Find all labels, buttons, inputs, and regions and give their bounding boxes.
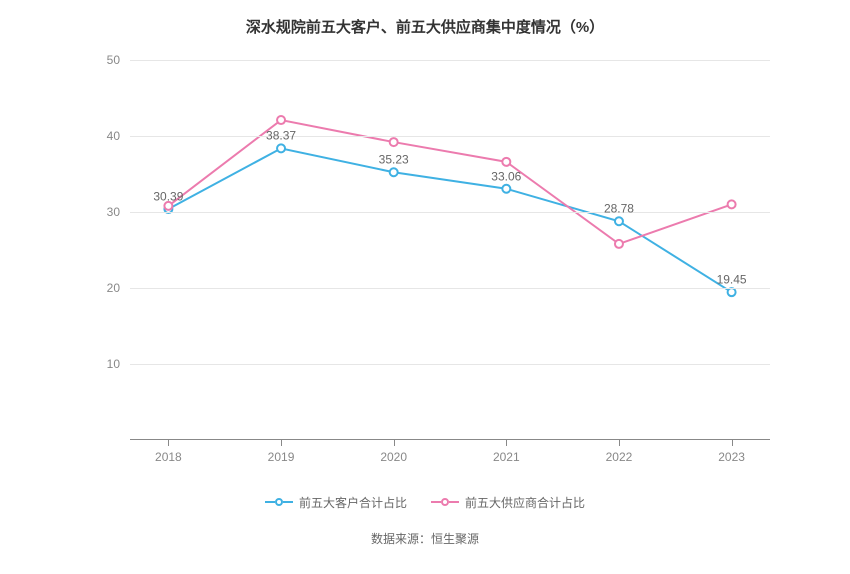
data-point: [502, 158, 510, 166]
data-label: 19.45: [717, 273, 747, 287]
x-tick: [506, 440, 507, 446]
x-axis-label: 2023: [718, 450, 745, 464]
legend: 前五大客户合计占比 前五大供应商合计占比: [0, 492, 850, 511]
x-axis-label: 2018: [155, 450, 182, 464]
x-axis-label: 2020: [380, 450, 407, 464]
grid-line: [130, 136, 770, 137]
x-axis-label: 2019: [268, 450, 295, 464]
x-axis-label: 2022: [606, 450, 633, 464]
legend-marker: [265, 498, 293, 506]
legend-marker: [431, 498, 459, 506]
data-point: [728, 288, 736, 296]
data-point: [277, 116, 285, 124]
data-label: 30.39: [153, 189, 183, 203]
data-point: [615, 240, 623, 248]
data-point: [277, 144, 285, 152]
data-point: [502, 185, 510, 193]
y-axis-label: 50: [107, 53, 120, 67]
y-axis-label: 20: [107, 281, 120, 295]
grid-line: [130, 288, 770, 289]
data-label: 35.23: [379, 153, 409, 167]
x-tick: [394, 440, 395, 446]
series-line: [168, 120, 731, 244]
data-source: 数据来源：恒生聚源: [0, 530, 850, 547]
grid-line: [130, 364, 770, 365]
legend-label: 前五大供应商合计占比: [465, 494, 585, 511]
grid-line: [130, 60, 770, 61]
data-point: [390, 138, 398, 146]
chart-title: 深水规院前五大客户、前五大供应商集中度情况（%）: [0, 0, 850, 37]
y-axis-label: 10: [107, 357, 120, 371]
legend-item[interactable]: 前五大供应商合计占比: [431, 494, 585, 511]
x-tick: [281, 440, 282, 446]
plot-area: 102030405020182019202020212022202330.393…: [130, 60, 770, 440]
data-point: [615, 217, 623, 225]
data-label: 38.37: [266, 129, 296, 143]
x-axis-label: 2021: [493, 450, 520, 464]
x-tick: [619, 440, 620, 446]
y-axis-label: 30: [107, 205, 120, 219]
x-tick: [732, 440, 733, 446]
legend-item[interactable]: 前五大客户合计占比: [265, 494, 407, 511]
data-label: 28.78: [604, 202, 634, 216]
grid-line: [130, 212, 770, 213]
data-point: [728, 200, 736, 208]
legend-label: 前五大客户合计占比: [299, 494, 407, 511]
series-line: [168, 148, 731, 292]
data-point: [390, 168, 398, 176]
chart-container: 深水规院前五大客户、前五大供应商集中度情况（%） 102030405020182…: [0, 0, 850, 574]
data-label: 33.06: [491, 169, 521, 183]
y-axis-label: 40: [107, 129, 120, 143]
x-tick: [168, 440, 169, 446]
chart-svg: [130, 60, 770, 440]
